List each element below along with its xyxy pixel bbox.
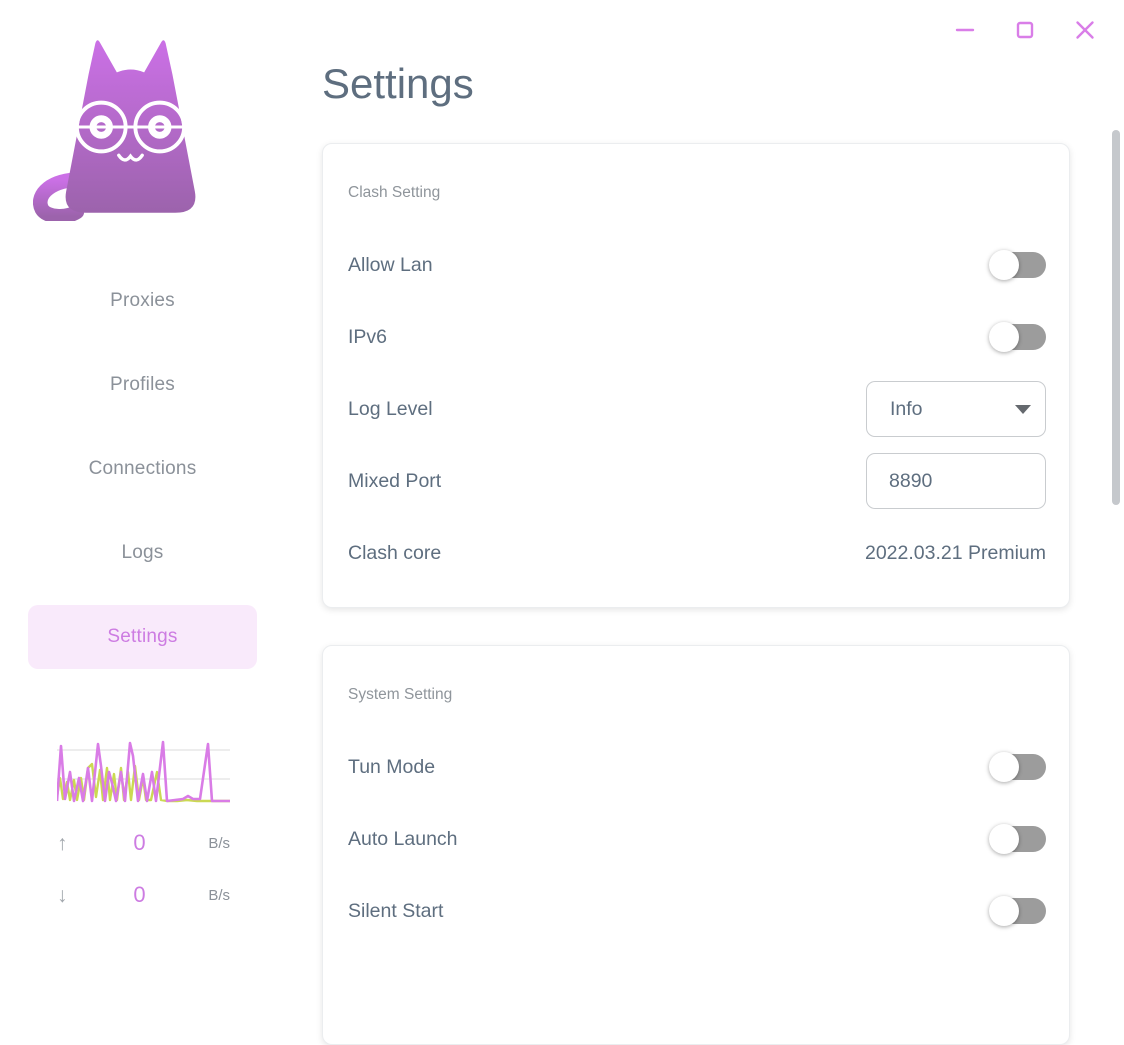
sidebar-nav: Proxies Profiles Connections Logs Settin…	[28, 269, 257, 689]
upload-speed-value: 0	[133, 830, 146, 855]
setting-label: Allow Lan	[348, 253, 433, 276]
download-speed-value: 0	[133, 882, 146, 907]
glasses-left-lens	[74, 100, 128, 154]
setting-row-tun-mode: Tun Mode	[348, 731, 1046, 803]
sidebar-item-connections[interactable]: Connections	[88, 458, 197, 479]
traffic-up-line	[57, 740, 230, 803]
setting-label: Clash core	[348, 541, 442, 564]
cat-right-eye	[148, 115, 172, 139]
window-controls	[952, 16, 1098, 44]
card-subtitle: Clash Setting	[348, 184, 441, 201]
toggle-thumb	[989, 322, 1019, 352]
minimize-button[interactable]	[952, 16, 978, 44]
page-title: Settings	[322, 60, 474, 107]
cat-mouth	[117, 153, 144, 162]
setting-row-ipv6: IPv6	[348, 301, 1046, 373]
clash-core-version: 2022.03.21 Premium	[864, 541, 1046, 564]
setting-row-silent-start: Silent Start	[348, 875, 1046, 947]
auto-launch-toggle[interactable]	[989, 824, 1046, 854]
setting-label: Tun Mode	[348, 755, 436, 778]
arrow-up-icon: ↑	[57, 831, 68, 855]
card-subtitle: System Setting	[348, 686, 453, 703]
tun-mode-toggle[interactable]	[989, 752, 1046, 782]
allow-lan-toggle[interactable]	[989, 250, 1046, 280]
log-level-selected-value: Info	[890, 397, 923, 420]
setting-row-auto-launch: Auto Launch	[348, 803, 1046, 875]
sidebar-item-settings[interactable]: Settings	[28, 605, 257, 669]
traffic-panel: ↑ 0 B/s ↓ 0 B/s	[57, 737, 230, 909]
cat-left-eye	[89, 115, 113, 139]
glasses-right-lens	[133, 100, 187, 154]
sidebar: Proxies Profiles Connections Logs Settin…	[0, 0, 285, 937]
upload-speed-unit: B/s	[208, 834, 230, 852]
cat-tail	[33, 172, 85, 221]
setting-label: Mixed Port	[348, 469, 442, 492]
download-stat-row: ↓ 0 B/s	[57, 881, 230, 909]
arrow-down-icon: ↓	[57, 883, 68, 907]
setting-row-mixed-port: Mixed Port	[348, 445, 1046, 517]
setting-label: IPv6	[348, 325, 388, 348]
setting-row-clash-core: Clash core 2022.03.21 Premium	[348, 517, 1046, 589]
sidebar-item-proxies[interactable]: Proxies	[110, 290, 175, 311]
setting-row-allow-lan: Allow Lan	[348, 229, 1046, 301]
upload-stat-row: ↑ 0 B/s	[57, 829, 230, 857]
download-speed-unit: B/s	[208, 886, 230, 904]
close-button[interactable]	[1072, 16, 1098, 44]
system-setting-card: System Setting Tun Mode Auto Launch Sile…	[322, 645, 1070, 1045]
sidebar-item-logs[interactable]: Logs	[121, 542, 164, 563]
maximize-button[interactable]	[1012, 16, 1038, 44]
toggle-thumb	[989, 250, 1019, 280]
toggle-thumb	[989, 824, 1019, 854]
toggle-thumb	[989, 896, 1019, 926]
vertical-scrollbar-thumb[interactable]	[1112, 130, 1120, 505]
traffic-graph	[57, 740, 230, 803]
maximize-icon	[1016, 21, 1034, 39]
setting-label: Auto Launch	[348, 827, 458, 850]
chevron-down-icon	[1015, 405, 1031, 414]
log-level-select[interactable]: Info	[866, 381, 1046, 437]
clash-cat-logo	[33, 40, 196, 221]
setting-row-log-level: Log Level Info	[348, 373, 1046, 445]
close-icon	[1076, 21, 1094, 39]
setting-label: Log Level	[348, 397, 433, 420]
clash-setting-card: Clash Setting Allow Lan IPv6 Log Level I…	[322, 143, 1070, 608]
silent-start-toggle[interactable]	[989, 896, 1046, 926]
minimize-icon	[955, 28, 975, 32]
mixed-port-input[interactable]	[866, 453, 1046, 509]
sidebar-item-profiles[interactable]: Profiles	[110, 374, 175, 395]
ipv6-toggle[interactable]	[989, 322, 1046, 352]
toggle-thumb	[989, 752, 1019, 782]
setting-label: Silent Start	[348, 899, 444, 922]
